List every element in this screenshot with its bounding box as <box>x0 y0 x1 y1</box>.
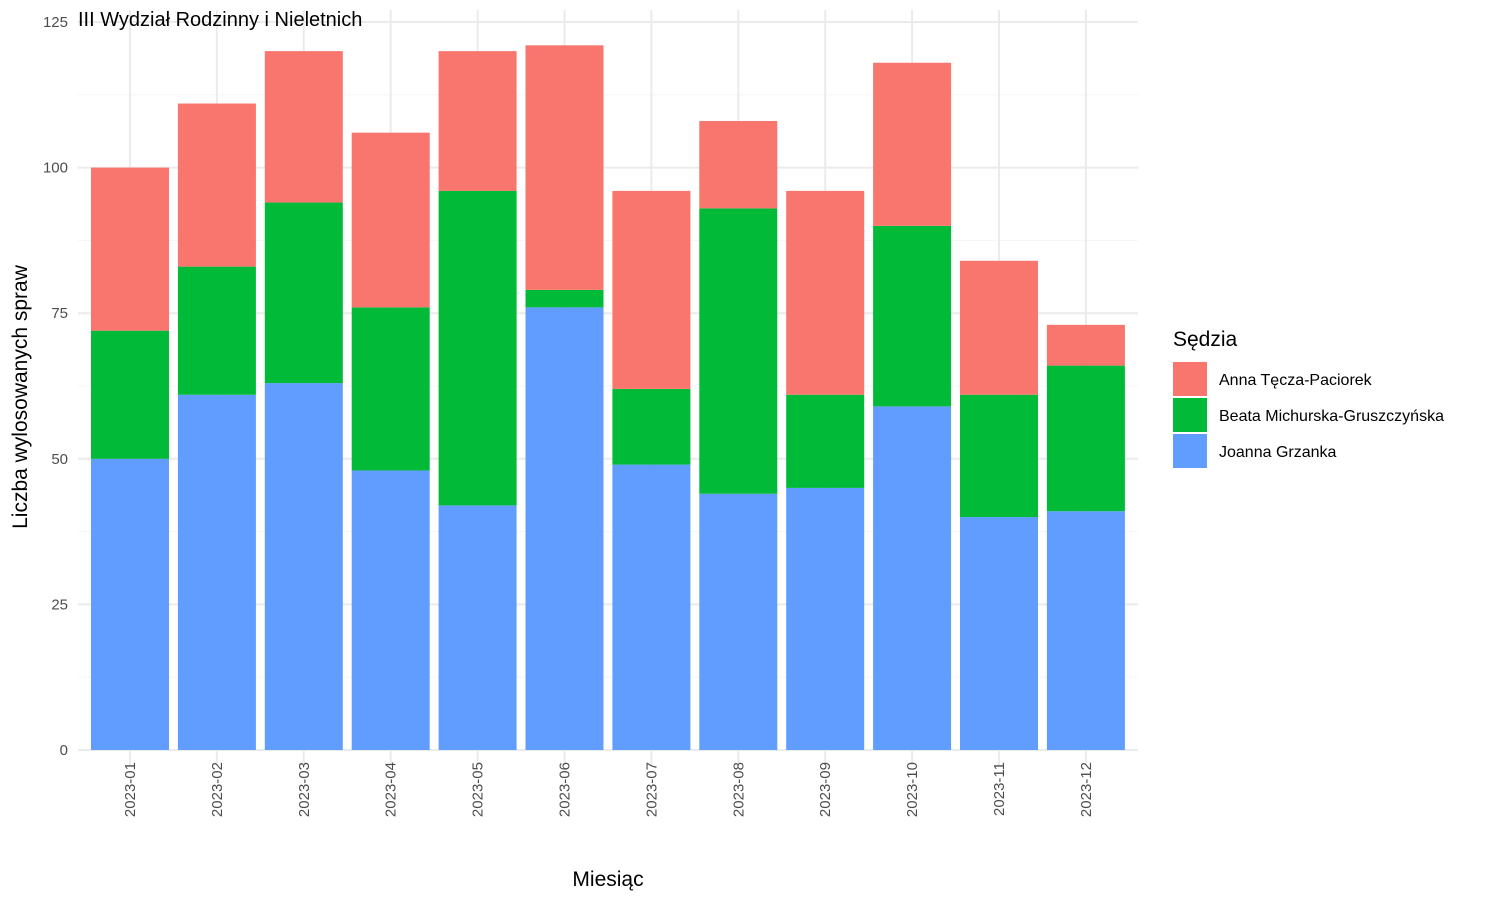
bars <box>91 45 1125 750</box>
legend-key <box>1173 362 1207 396</box>
bar-segment <box>177 266 256 395</box>
bar-segment <box>786 190 865 395</box>
bar-segment <box>960 517 1038 750</box>
legend-key <box>1173 398 1207 432</box>
bar-segment <box>612 388 691 465</box>
bar-segment <box>264 202 343 384</box>
bar-segment <box>177 103 256 267</box>
y-tick-label: 25 <box>51 596 68 613</box>
bar-segment <box>960 260 1038 395</box>
x-axis-ticks: 2023-01 2023-02 2023-03 2023-04 2023-05 2023-… <box>122 762 1095 817</box>
bar-segment <box>438 505 517 750</box>
legend-label: Anna Tęcza-Paciorek <box>1219 372 1373 389</box>
y-tick-label: 125 <box>43 14 68 31</box>
chart-title: III Wydział Rodzinny i Nieletnich <box>78 9 362 31</box>
x-tick-label: 2023-10 <box>904 762 921 817</box>
bar-segment <box>264 51 343 203</box>
legend-label: Beata Michurska-Gruszczyńska <box>1219 408 1444 425</box>
x-tick-label: 2023-03 <box>296 762 313 817</box>
bar-segment <box>91 330 169 459</box>
bar-segment <box>786 394 865 488</box>
bar-segment <box>699 121 778 209</box>
bar-segment <box>873 406 952 750</box>
bar-segment <box>699 493 778 750</box>
y-tick-label: 50 <box>51 451 68 468</box>
bar-segment <box>786 487 865 750</box>
y-axis-ticks: 0 25 50 75 100 125 <box>43 14 68 759</box>
x-tick-label: 2023-08 <box>730 762 747 817</box>
bar-segment <box>1046 511 1125 750</box>
x-axis-title: Miesiąc <box>572 868 643 891</box>
x-tick-label: 2023-02 <box>209 762 226 817</box>
bar-segment <box>1046 365 1125 512</box>
bar-segment <box>873 62 952 226</box>
x-tick-label: 2023-05 <box>470 762 487 817</box>
legend-title: Sędzia <box>1173 328 1238 351</box>
x-tick-label: 2023-12 <box>1078 762 1095 817</box>
bar-segment <box>91 458 169 750</box>
bar-segment <box>438 51 517 191</box>
bar-segment <box>91 167 169 331</box>
x-tick-label: 2023-07 <box>643 762 660 817</box>
legend-label: Joanna Grzanka <box>1219 444 1337 461</box>
bar-segment <box>960 394 1038 518</box>
bar-segment <box>438 190 517 506</box>
x-tick-label: 2023-09 <box>817 762 834 817</box>
bar-segment <box>525 45 604 290</box>
x-tick-label: 2023-11 <box>991 762 1008 816</box>
bar-segment <box>699 208 778 494</box>
bar-segment <box>351 470 430 750</box>
bar-segment <box>351 307 430 471</box>
x-tick-label: 2023-01 <box>122 762 139 817</box>
bar-segment <box>612 464 691 750</box>
bar-segment <box>525 307 604 750</box>
y-axis-title: Liczba wylosowanych spraw <box>9 264 32 529</box>
bar-segment <box>177 394 256 750</box>
bar-segment <box>873 225 952 407</box>
y-tick-label: 0 <box>60 742 68 759</box>
x-tick-label: 2023-04 <box>383 762 400 817</box>
bar-segment <box>351 132 430 308</box>
y-tick-label: 100 <box>43 160 68 177</box>
bar-segment <box>612 190 691 389</box>
x-tick-label: 2023-06 <box>557 762 574 817</box>
legend: Sędzia Anna Tęcza-Paciorek Beata Michursk… <box>1173 328 1444 468</box>
bar-segment <box>264 383 343 750</box>
bar-segment <box>525 289 604 308</box>
y-tick-label: 75 <box>51 305 68 322</box>
legend-key <box>1173 434 1207 468</box>
bar-segment <box>1046 324 1125 366</box>
